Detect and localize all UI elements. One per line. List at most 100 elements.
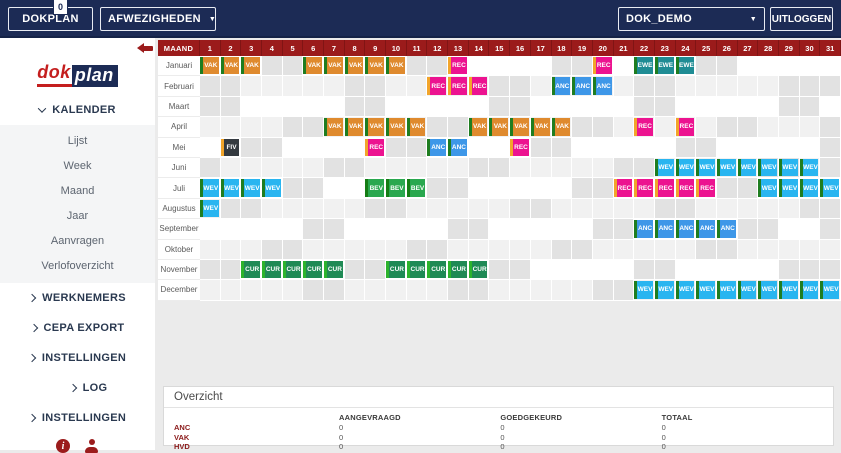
day-cell[interactable] <box>510 157 531 179</box>
absence-badge-wev[interactable]: WEV <box>820 179 839 197</box>
day-cell[interactable]: EWE <box>654 56 676 77</box>
day-cell[interactable] <box>510 198 531 220</box>
day-cell[interactable] <box>241 137 263 158</box>
day-cell[interactable]: WEV <box>778 178 800 199</box>
day-cell[interactable] <box>365 96 387 118</box>
absence-badge-anc[interactable]: ANC <box>675 220 695 238</box>
day-cell[interactable] <box>406 198 428 220</box>
day-cell[interactable] <box>200 219 221 240</box>
absence-badge-wev[interactable]: WEV <box>758 179 777 197</box>
day-cell[interactable]: WEV <box>696 157 717 179</box>
day-cell[interactable] <box>200 157 221 179</box>
day-cell[interactable]: CUR <box>262 259 283 281</box>
day-cell[interactable] <box>592 239 614 260</box>
day-cell[interactable] <box>716 117 738 138</box>
absence-badge-anc[interactable]: ANC <box>696 220 715 238</box>
day-cell[interactable] <box>613 157 635 179</box>
absence-badge-vak[interactable]: VAK <box>324 118 343 136</box>
day-cell[interactable]: WEV <box>799 178 821 199</box>
day-cell[interactable] <box>654 96 676 118</box>
absence-badge-cur[interactable]: CUR <box>282 260 302 279</box>
logout-button[interactable]: UITLOGGEN <box>770 7 833 31</box>
absence-badge-wev[interactable]: WEV <box>220 179 240 197</box>
day-cell[interactable]: REC <box>510 137 531 158</box>
day-cell[interactable]: VAK <box>510 117 531 138</box>
absence-badge-fiv[interactable]: FIV <box>220 138 240 156</box>
day-cell[interactable]: VAK <box>489 117 511 138</box>
day-cell[interactable]: REC <box>365 137 387 158</box>
day-cell[interactable] <box>282 117 304 138</box>
day-cell[interactable] <box>572 96 593 118</box>
day-cell[interactable] <box>551 219 573 240</box>
day-cell[interactable] <box>799 56 821 77</box>
absence-badge-bev[interactable]: BEV <box>406 179 426 197</box>
day-cell[interactable] <box>406 137 428 158</box>
absence-badge-rec[interactable]: REC <box>613 179 633 197</box>
day-cell[interactable]: WEV <box>696 280 717 301</box>
day-cell[interactable] <box>489 137 511 158</box>
day-cell[interactable]: WEV <box>758 157 779 179</box>
day-cell[interactable] <box>696 56 717 77</box>
day-cell[interactable] <box>489 76 511 97</box>
day-cell[interactable]: REC <box>448 76 469 97</box>
day-cell[interactable]: VAK <box>365 117 387 138</box>
absence-badge-vak[interactable]: VAK <box>344 57 364 75</box>
absence-badge-wev[interactable]: WEV <box>778 179 798 197</box>
day-cell[interactable] <box>262 239 283 260</box>
day-cell[interactable] <box>572 219 593 240</box>
day-cell[interactable] <box>241 76 263 97</box>
day-cell[interactable] <box>427 56 449 77</box>
day-cell[interactable] <box>200 239 221 260</box>
day-cell[interactable] <box>344 76 366 97</box>
day-cell[interactable] <box>758 117 779 138</box>
day-cell[interactable] <box>572 280 593 301</box>
day-cell[interactable] <box>386 137 407 158</box>
day-cell[interactable] <box>634 157 655 179</box>
day-cell[interactable] <box>365 76 387 97</box>
day-cell[interactable] <box>303 157 325 179</box>
day-cell[interactable] <box>489 198 511 220</box>
day-cell[interactable] <box>427 157 449 179</box>
day-cell[interactable] <box>572 178 593 199</box>
day-cell[interactable] <box>468 198 490 220</box>
absence-badge-wev[interactable]: WEV <box>716 281 736 299</box>
sidebar-item-jaar[interactable]: Jaar <box>66 210 89 222</box>
day-cell[interactable] <box>468 239 490 260</box>
day-cell[interactable] <box>634 96 655 118</box>
day-cell[interactable] <box>675 259 697 281</box>
absence-badge-vak[interactable]: VAK <box>303 57 323 75</box>
day-cell[interactable]: ANC <box>675 219 697 240</box>
absence-badge-wev[interactable]: WEV <box>758 158 777 177</box>
absence-badge-wev[interactable]: WEV <box>716 158 736 177</box>
day-cell[interactable] <box>634 76 655 97</box>
day-cell[interactable] <box>386 239 407 260</box>
day-cell[interactable] <box>613 117 635 138</box>
day-cell[interactable] <box>613 56 635 77</box>
absence-badge-wev[interactable]: WEV <box>654 281 674 299</box>
absence-badge-anc[interactable]: ANC <box>551 77 571 95</box>
day-cell[interactable]: ANC <box>654 219 676 240</box>
absence-badge-vak[interactable]: VAK <box>510 118 529 136</box>
day-cell[interactable] <box>799 76 821 97</box>
day-cell[interactable] <box>799 198 821 220</box>
absence-badge-anc[interactable]: ANC <box>654 220 674 238</box>
day-cell[interactable] <box>200 96 221 118</box>
day-cell[interactable]: CUR <box>303 259 325 281</box>
absence-badge-anc[interactable]: ANC <box>572 77 591 95</box>
day-cell[interactable] <box>324 157 345 179</box>
absence-badge-cur[interactable]: CUR <box>406 260 426 279</box>
absence-badge-anc[interactable]: ANC <box>448 138 467 156</box>
day-cell[interactable] <box>282 56 304 77</box>
absence-badge-wev[interactable]: WEV <box>241 179 261 197</box>
absence-badge-wev[interactable]: WEV <box>799 158 819 177</box>
app-logo[interactable]: dok plan <box>0 62 155 87</box>
day-cell[interactable] <box>406 157 428 179</box>
day-cell[interactable]: WEV <box>820 280 841 301</box>
absence-badge-wev[interactable]: WEV <box>778 158 798 177</box>
day-cell[interactable] <box>551 56 573 77</box>
day-cell[interactable]: ANC <box>427 137 449 158</box>
day-cell[interactable] <box>737 219 759 240</box>
day-cell[interactable] <box>365 280 387 301</box>
day-cell[interactable] <box>758 219 779 240</box>
day-cell[interactable] <box>530 137 552 158</box>
